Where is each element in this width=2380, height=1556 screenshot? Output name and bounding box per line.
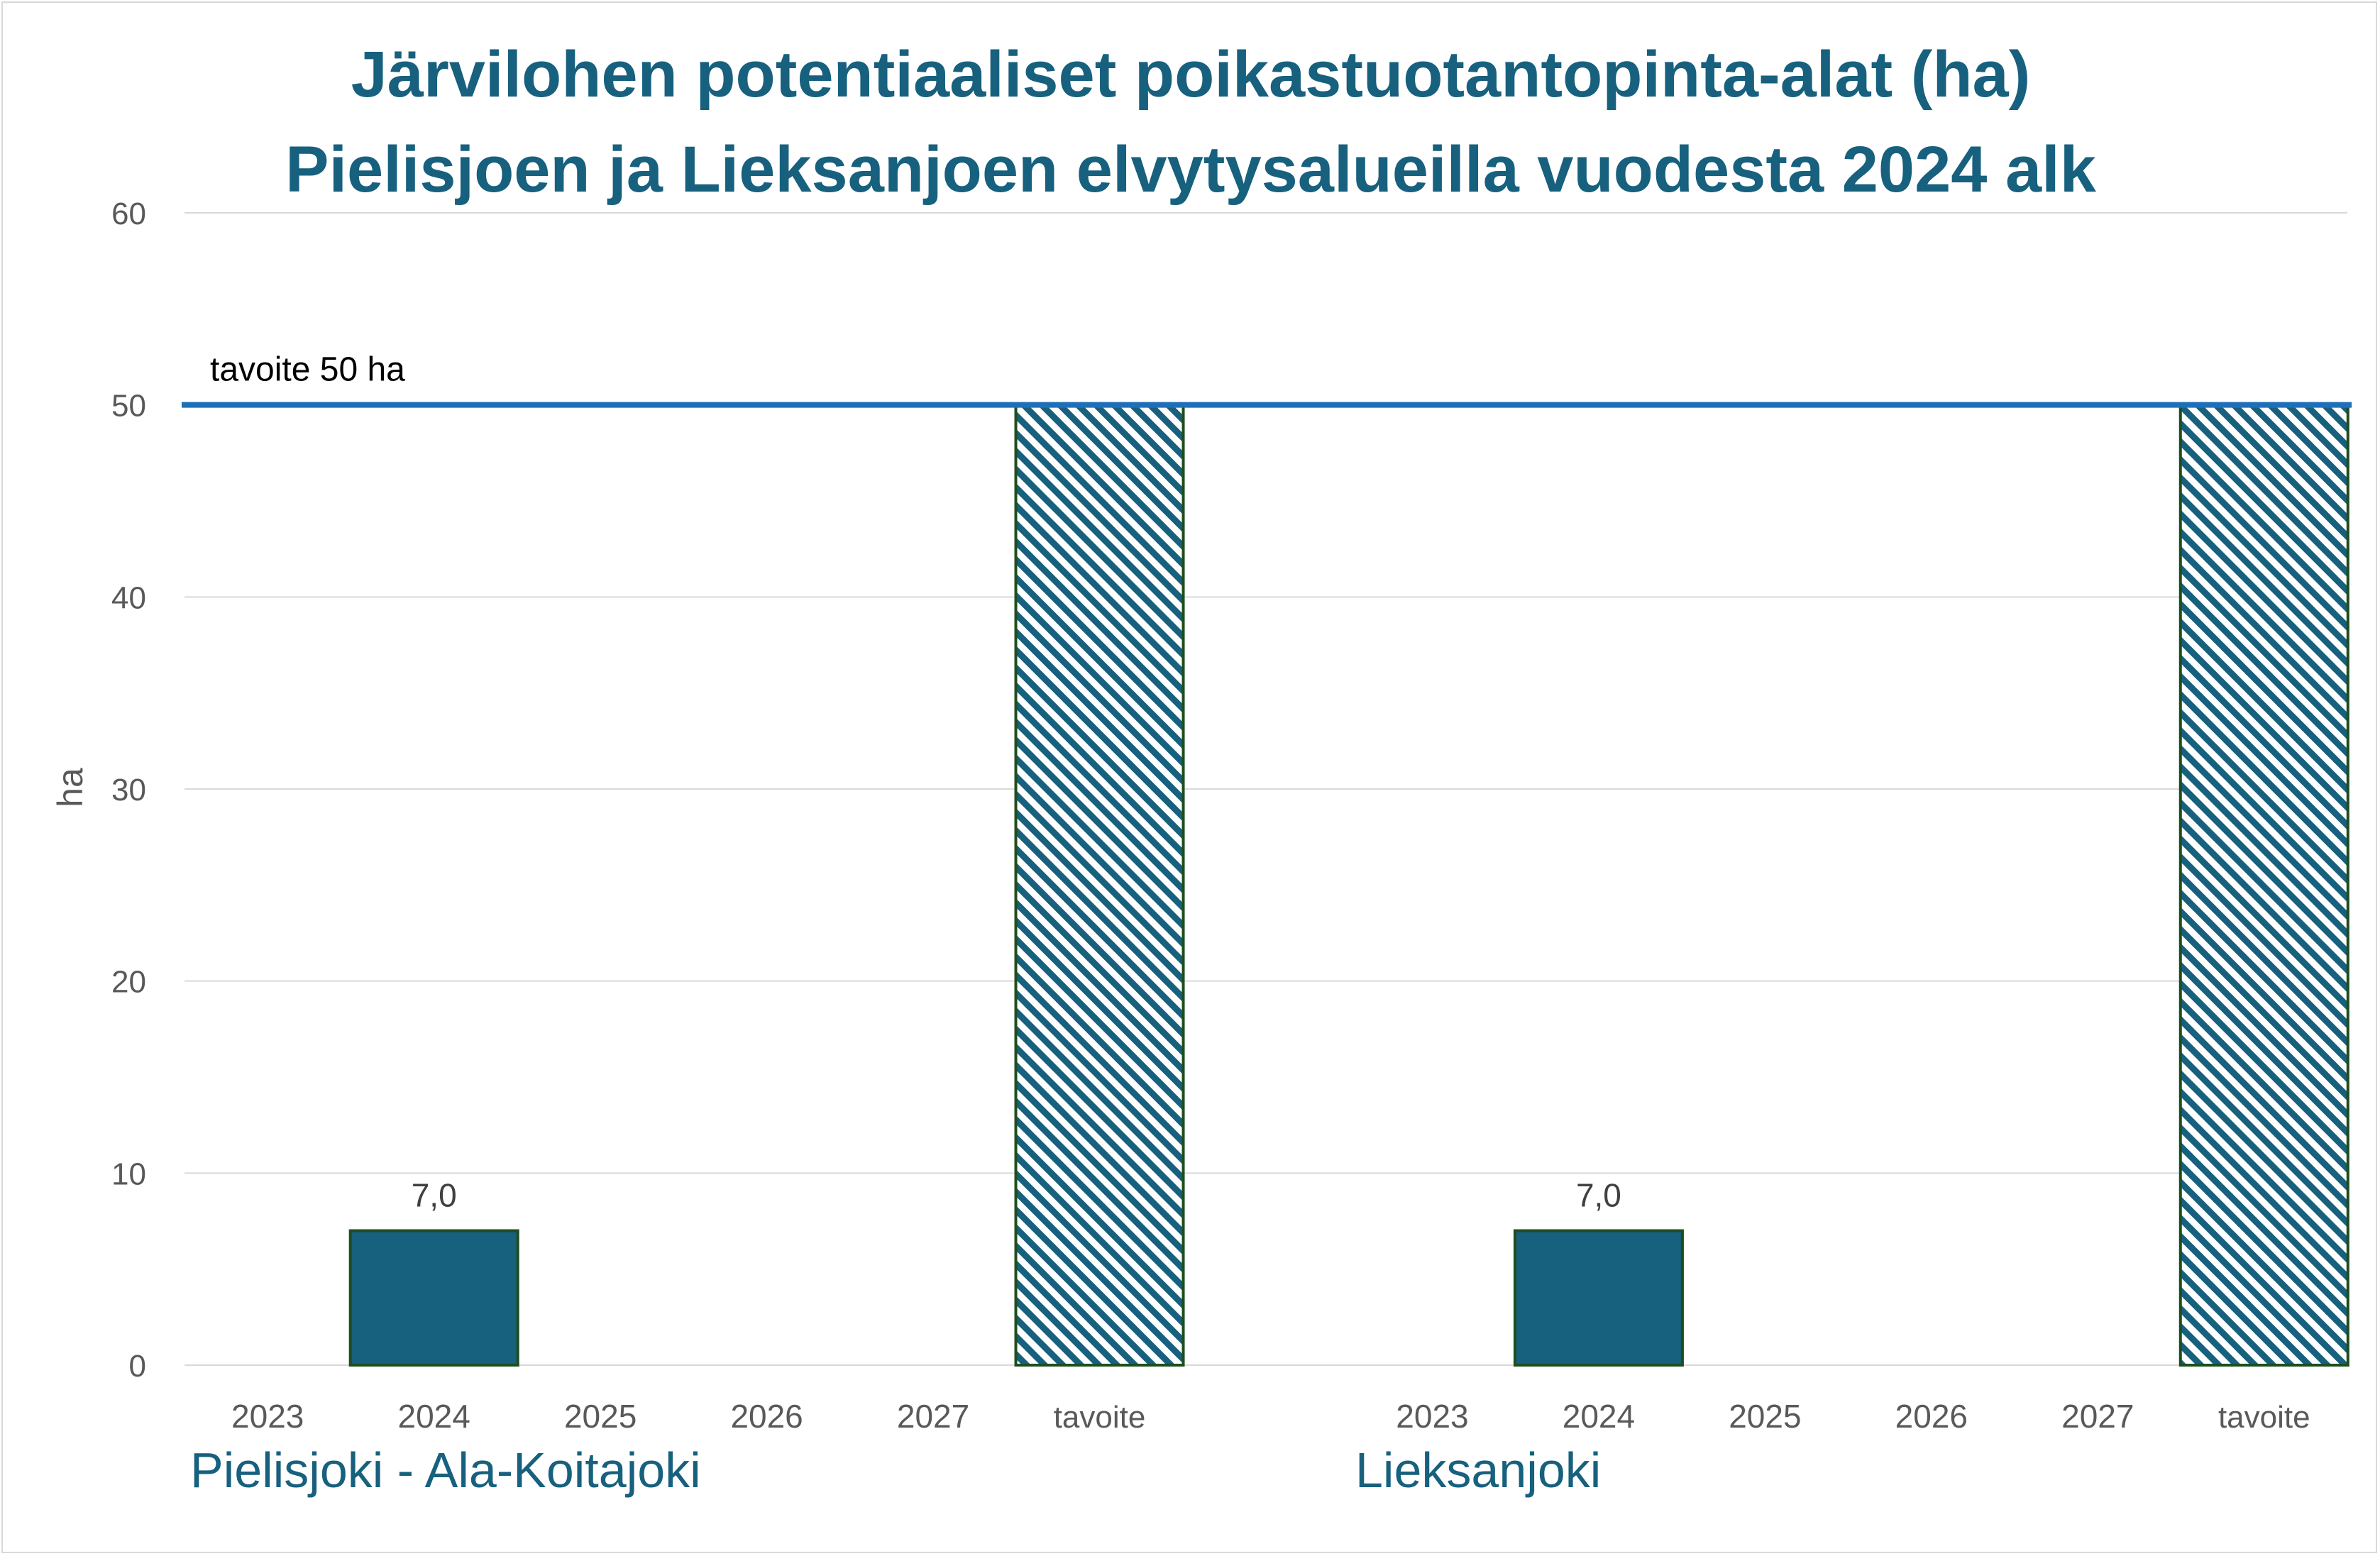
y-axis-label: ha (50, 768, 90, 807)
x-tick-label-1-2023: 2023 (1396, 1398, 1468, 1435)
y-tick-label-40: 40 (111, 580, 146, 615)
y-tick-label-10: 10 (111, 1157, 146, 1191)
x-tick-label-0-2023: 2023 (231, 1398, 304, 1435)
data-label-1-2024: 7,0 (1576, 1177, 1621, 1214)
x-tick-label-1-2025: 2025 (1729, 1398, 1801, 1435)
x-axis-groups: Pielisjoki - Ala-Koitajoki Lieksanjoki (190, 1442, 1601, 1498)
x-tick-label-0-tavoite: tavoite (1054, 1400, 1146, 1435)
x-tick-label-1-2026: 2026 (1895, 1398, 1968, 1435)
bar-1-2024 (1513, 1229, 1684, 1367)
x-tick-label-1-2027: 2027 (2061, 1398, 2134, 1435)
bar-0-2024 (348, 1229, 519, 1367)
x-tick-label-0-2024: 2024 (398, 1398, 470, 1435)
y-tick-label-30: 30 (111, 773, 146, 807)
target-line-group: tavoite 50 ha (182, 351, 2352, 408)
y-axis-ticks: 0 10 20 30 40 50 60 (111, 197, 146, 1384)
x-tick-label-0-2025: 2025 (564, 1398, 637, 1435)
bars: 7,0 7,0 (348, 403, 2349, 1367)
y-tick-label-60: 60 (111, 197, 146, 231)
bar-1-tavoite (2178, 403, 2349, 1367)
x-tick-label-0-2026: 2026 (730, 1398, 803, 1435)
gridlines (184, 212, 2347, 1366)
group-label-1: Lieksanjoki (1355, 1442, 1601, 1498)
chart-title-line2: Pielisjoen ja Lieksanjoen elvytysalueill… (285, 133, 2097, 206)
x-tick-label-1-tavoite: tavoite (2218, 1400, 2310, 1435)
target-line-label: tavoite 50 ha (210, 351, 405, 389)
y-tick-label-20: 20 (111, 965, 146, 1000)
chart-title-line1: Järvilohen potentiaaliset poikastuotanto… (351, 38, 2031, 111)
x-tick-label-0-2027: 2027 (897, 1398, 969, 1435)
bar-0-tavoite (1014, 403, 1185, 1367)
y-tick-label-0: 0 (129, 1349, 146, 1384)
y-tick-label-50: 50 (111, 389, 146, 424)
bar-chart: Järvilohen potentiaaliset poikastuotanto… (50, 38, 2352, 1498)
group-label-0: Pielisjoki - Ala-Koitajoki (190, 1442, 701, 1498)
data-label-0-2024: 7,0 (412, 1177, 457, 1214)
x-tick-label-1-2024: 2024 (1563, 1398, 1635, 1435)
x-axis-categories: 2023 2024 2025 2026 2027 tavoite 2023 2024 2025 2… (231, 1398, 2310, 1435)
